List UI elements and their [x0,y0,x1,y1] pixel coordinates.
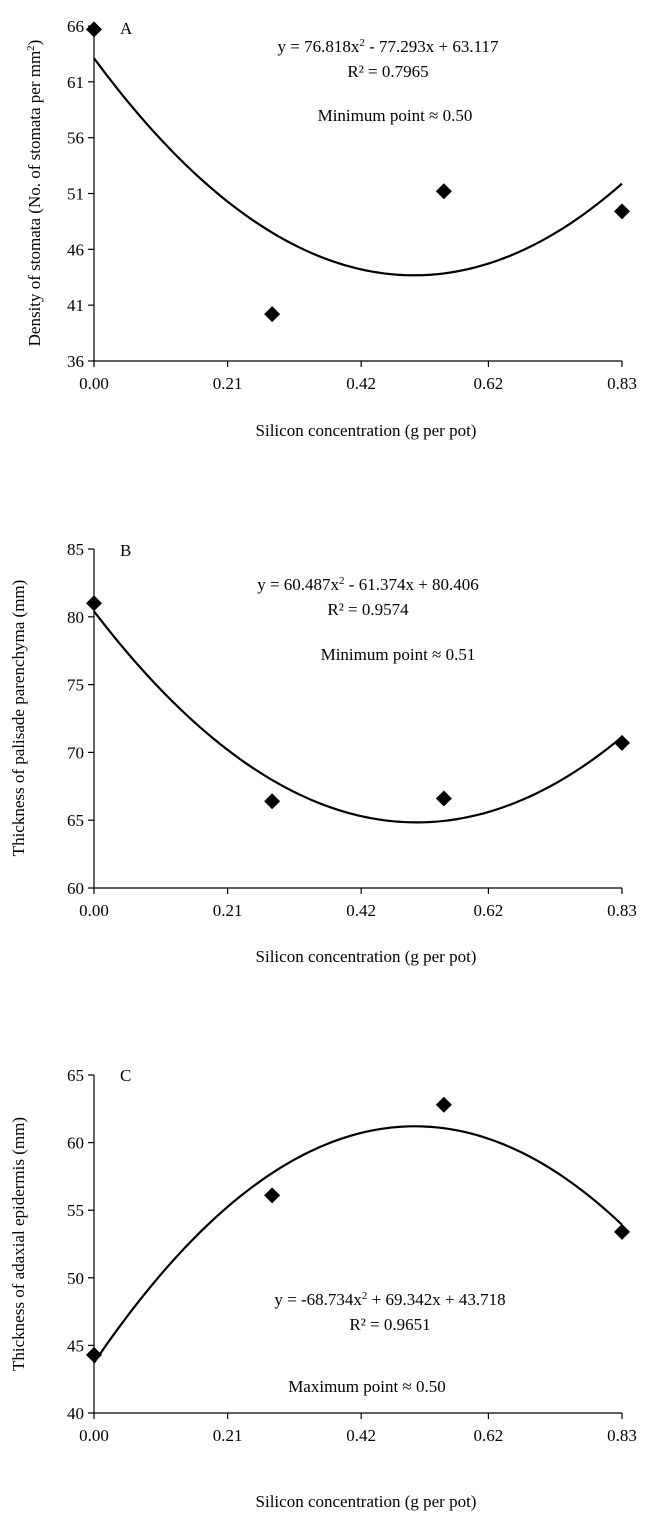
x-tick-label: 0.62 [474,1426,504,1445]
trendline-equation: y = 60.487x2 - 61.374x + 80.406 [257,575,479,594]
y-tick-label: 40 [67,1404,84,1423]
trend-line [93,1125,623,1364]
x-tick-label: 0.62 [474,901,504,920]
x-tick-label: 0.42 [346,374,376,393]
y-tick-label: 65 [67,811,84,830]
y-axis-title: Thickness of adaxial epidermis (mm) [9,1117,28,1371]
x-tick-label: 0.21 [213,901,243,920]
x-tick-label: 0.21 [213,1426,243,1445]
y-tick-label: 80 [67,608,84,627]
y-tick-label: 56 [67,129,84,148]
y-tick-label: 46 [67,240,84,259]
extremum-note: Minimum point ≈ 0.51 [321,645,476,664]
data-point [86,1346,102,1363]
x-tick-label: 0.00 [79,1426,109,1445]
x-tick-label: 0.00 [79,901,109,920]
x-tick-label: 0.42 [346,1426,376,1445]
y-tick-label: 55 [67,1201,84,1220]
r-squared: R² = 0.7965 [347,62,428,81]
trendline-equation: y = -68.734x2 + 69.342x + 43.718 [274,1290,505,1309]
y-tick-label: 36 [67,352,84,371]
y-tick-label: 75 [67,676,84,695]
data-point [435,183,452,200]
extremum-note: Maximum point ≈ 0.50 [288,1377,446,1396]
x-axis-title: Silicon concentration (g per pot) [256,1492,477,1511]
trend-line [93,610,623,824]
trend-line [93,57,623,277]
x-axis-title: Silicon concentration (g per pot) [256,947,477,966]
data-point [264,1187,281,1204]
y-tick-label: 70 [67,743,84,762]
chart-panel-c: 40 45 50 55 60 65 0.00 0.21 0.42 0.62 0.83 Cy = -68… [9,1066,637,1511]
data-point [614,203,630,220]
y-tick-label: 65 [67,1066,84,1085]
y-tick-label: 41 [67,296,84,315]
data-point [264,306,281,323]
x-axis-title: Silicon concentration (g per pot) [256,421,477,440]
data-point [614,1223,630,1240]
x-tick-label: 0.62 [474,374,504,393]
data-point [435,1096,452,1113]
x-tick-label: 0.83 [607,374,637,393]
x-tick-label: 0.83 [607,1426,637,1445]
chart-panel-b: 60 65 70 75 80 85 0.00 0.21 0.42 0.62 0.83 By = 60.… [9,540,637,966]
trendline-equation: y = 76.818x2 - 77.293x + 63.117 [278,37,499,56]
panel-label: A [120,19,133,38]
panel-label: C [120,1066,131,1085]
x-tick-label: 0.42 [346,901,376,920]
data-point [435,790,452,807]
y-tick-label: 66 [67,17,84,36]
x-tick-label: 0.00 [79,374,109,393]
y-tick-label: 60 [67,879,84,898]
extremum-note: Minimum point ≈ 0.50 [318,106,473,125]
data-point [264,793,281,810]
y-tick-label: 60 [67,1134,84,1153]
y-axis-title: Thickness of palisade parenchyma (mm) [9,580,28,857]
x-tick-label: 0.21 [213,374,243,393]
data-point [86,21,102,38]
r-squared: R² = 0.9651 [349,1315,430,1334]
y-tick-label: 45 [67,1336,84,1355]
x-tick-label: 0.83 [607,901,637,920]
r-squared: R² = 0.9574 [327,600,409,619]
y-tick-label: 85 [67,540,84,559]
y-tick-label: 50 [67,1269,84,1288]
panel-label: B [120,541,131,560]
y-tick-label: 61 [67,73,84,92]
y-axis-title: Density of stomata (No. of stomata per m… [25,40,44,347]
chart-panel-a: 36 41 46 51 56 61 66 0.00 0.21 0.42 0.62 0.83 Ay = 7… [25,17,637,440]
y-tick-label: 51 [67,185,84,204]
data-point [614,734,630,751]
data-point [86,595,102,612]
